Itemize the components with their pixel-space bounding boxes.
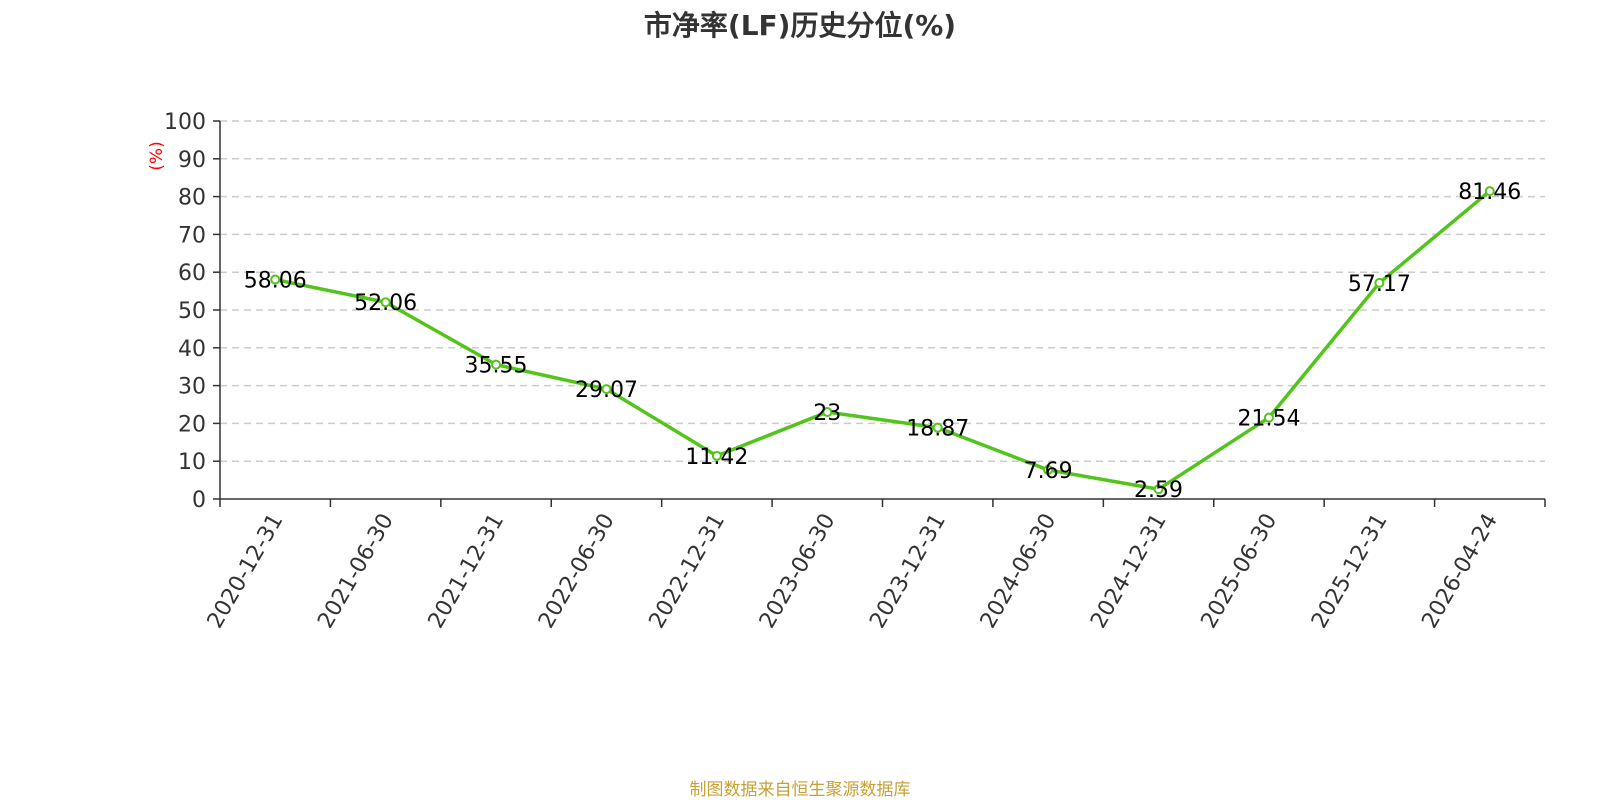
y-tick-label: 60 (178, 261, 206, 286)
x-tick-label: 2026-04-24 (1417, 510, 1503, 633)
y-tick-label: 90 (178, 148, 206, 173)
y-tick-label: 70 (178, 223, 206, 248)
data-point (270, 274, 281, 285)
data-label: 23 (813, 401, 841, 426)
series-line (274, 189, 1491, 491)
x-tick-label: 2023-12-31 (865, 509, 951, 632)
series (270, 186, 1495, 495)
data-labels: 58.06 52.06 35.55 29.07 11.42 23 18.87 7.69 2.59… (244, 180, 1522, 503)
data-label: 11.42 (685, 445, 748, 470)
data-point (1263, 412, 1274, 423)
x-tick-label: 2025-06-30 (1197, 510, 1283, 633)
y-tick-label: 40 (178, 337, 206, 362)
x-tick-label: 2021-06-30 (313, 510, 399, 633)
data-label: 57.17 (1348, 272, 1411, 297)
source-note: 制图数据来自恒生聚源数据库 (689, 780, 911, 800)
x-tick-label: 2022-06-30 (534, 510, 620, 633)
y-tick-label: 50 (178, 299, 206, 324)
data-point (491, 359, 502, 370)
data-point (1484, 186, 1495, 197)
y-tick-label: 20 (178, 412, 206, 437)
data-point (1374, 277, 1385, 288)
x-tick-label: 2020-12-31 (203, 510, 289, 633)
data-point (1153, 484, 1164, 495)
axes: 0 10 20 30 40 50 60 70 80 90 100 2020-12-31 2021-06-… (164, 110, 1546, 633)
y-tick-label: 10 (178, 450, 206, 475)
data-label: 52.06 (354, 291, 417, 316)
data-label: 29.07 (575, 378, 638, 403)
data-point (1043, 464, 1054, 475)
x-tick-label: 2025-12-31 (1307, 510, 1393, 633)
y-tick-label: 100 (164, 110, 206, 135)
y-axis-unit-label: (%) (147, 141, 167, 170)
gridlines (220, 120, 1545, 462)
data-point (711, 450, 722, 461)
data-label: 58.06 (244, 269, 307, 294)
x-tick-label: 2024-12-31 (1086, 510, 1172, 633)
data-label: 18.87 (906, 417, 969, 442)
data-point (822, 407, 833, 418)
x-tick-label: 2022-12-31 (644, 510, 730, 633)
x-tick-label: 2023-06-30 (755, 510, 841, 633)
data-label: 81.46 (1458, 180, 1521, 205)
x-tick-label: 2024-06-30 (976, 510, 1062, 633)
data-point (601, 384, 612, 395)
x-tick-label: 2021-12-31 (424, 509, 510, 632)
y-tick-label: 0 (192, 488, 206, 513)
data-label: 2.59 (1134, 478, 1183, 503)
y-tick-label: 30 (178, 375, 206, 400)
data-point (932, 422, 943, 433)
y-tick-label: 80 (178, 186, 206, 211)
data-label: 35.55 (465, 354, 528, 379)
data-point (380, 297, 391, 308)
chart-title: 市净率(LF)历史分位(%) (643, 9, 957, 42)
data-label: 7.69 (1024, 459, 1073, 484)
data-label: 21.54 (1237, 407, 1300, 432)
